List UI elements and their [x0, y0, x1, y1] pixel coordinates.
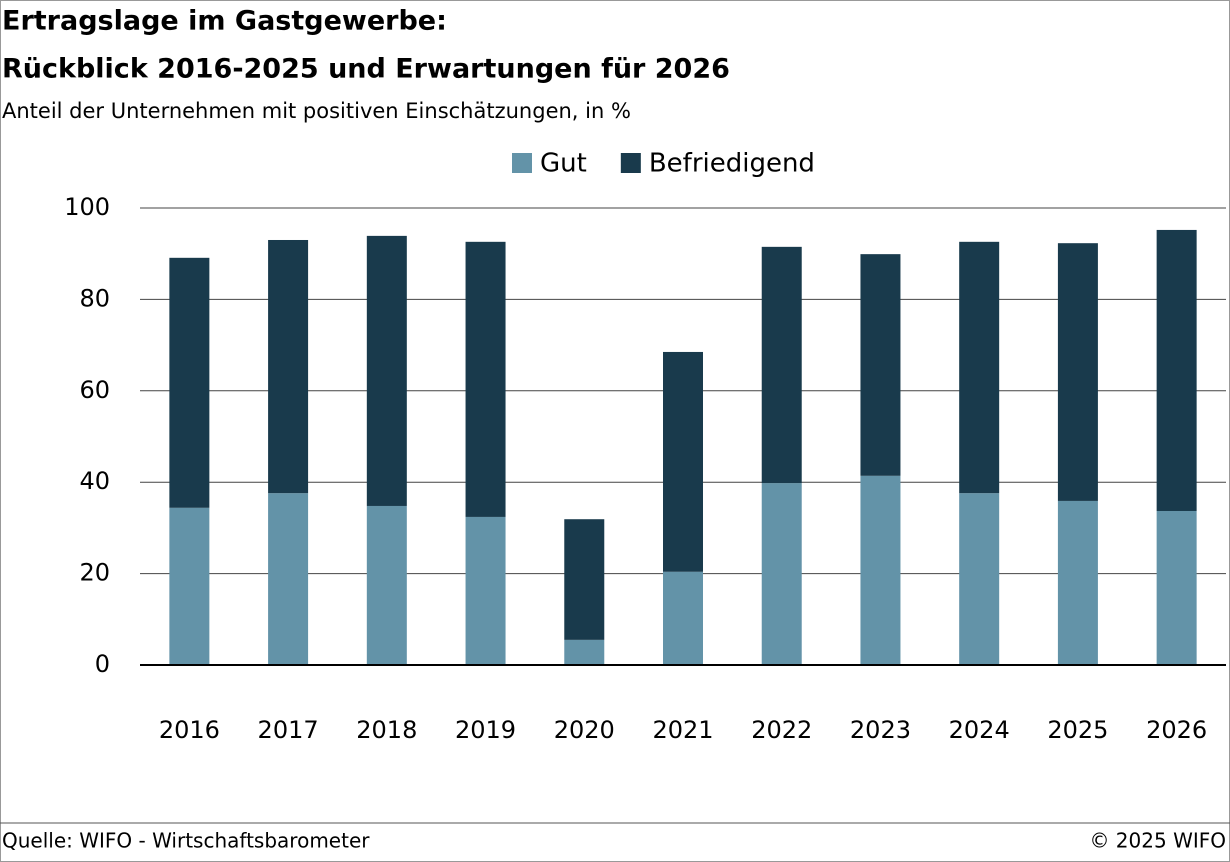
- bar-segment: [169, 507, 210, 665]
- bar-segment: [959, 241, 1000, 494]
- x-tick-label: 2019: [455, 716, 516, 744]
- bar-segment: [761, 246, 802, 484]
- bar-segment: [366, 505, 407, 665]
- x-tick-label: 2021: [652, 716, 713, 744]
- y-tick-label: 20: [79, 559, 110, 587]
- bar-segment: [1057, 500, 1098, 665]
- bar-segment: [366, 235, 407, 506]
- x-tick-label: 2025: [1047, 716, 1108, 744]
- bar-segment: [564, 519, 605, 640]
- bar-segment: [761, 483, 802, 665]
- chart-title: Rückblick 2016-2025 und Erwartungen für …: [2, 54, 730, 85]
- y-tick-label: 100: [64, 193, 110, 221]
- legend-label: Gut: [540, 149, 587, 179]
- bar-segment: [860, 254, 901, 476]
- bar-segment: [465, 241, 506, 517]
- x-tick-label: 2018: [356, 716, 417, 744]
- source: Quelle: WIFO - Wirtschaftsbarometer: [2, 829, 370, 853]
- bar-segment: [1156, 510, 1197, 665]
- y-tick-label: 80: [79, 284, 110, 312]
- bar-segment: [564, 639, 605, 665]
- y-tick-label: 0: [95, 650, 110, 678]
- y-tick-label: 60: [79, 376, 110, 404]
- x-tick-label: 2024: [949, 716, 1010, 744]
- bar-segment: [268, 493, 309, 665]
- bar-segment: [268, 239, 309, 494]
- chart-subtitle: Anteil der Unternehmen mit positiven Ein…: [2, 99, 631, 123]
- x-tick-label: 2023: [850, 716, 911, 744]
- bar-segment: [959, 493, 1000, 665]
- legend-swatch: [512, 153, 532, 173]
- y-tick-label: 40: [79, 467, 110, 495]
- chart-title: Ertragslage im Gastgewerbe:: [2, 6, 447, 37]
- bar-segment: [169, 257, 210, 508]
- bar-segment: [1057, 243, 1098, 501]
- bar-segment: [663, 571, 703, 665]
- bar-segment: [663, 351, 703, 572]
- x-tick-label: 2026: [1146, 716, 1207, 744]
- bar-segment: [1156, 229, 1197, 511]
- copyright: © 2025 WIFO: [1089, 829, 1226, 853]
- bar-segment: [860, 475, 901, 665]
- x-tick-label: 2020: [554, 716, 615, 744]
- x-tick-label: 2022: [751, 716, 812, 744]
- legend-swatch: [620, 153, 641, 173]
- x-tick-label: 2017: [258, 716, 319, 744]
- x-tick-label: 2016: [159, 716, 220, 744]
- bar-segment: [465, 516, 506, 665]
- legend-label: Befriedigend: [649, 149, 815, 179]
